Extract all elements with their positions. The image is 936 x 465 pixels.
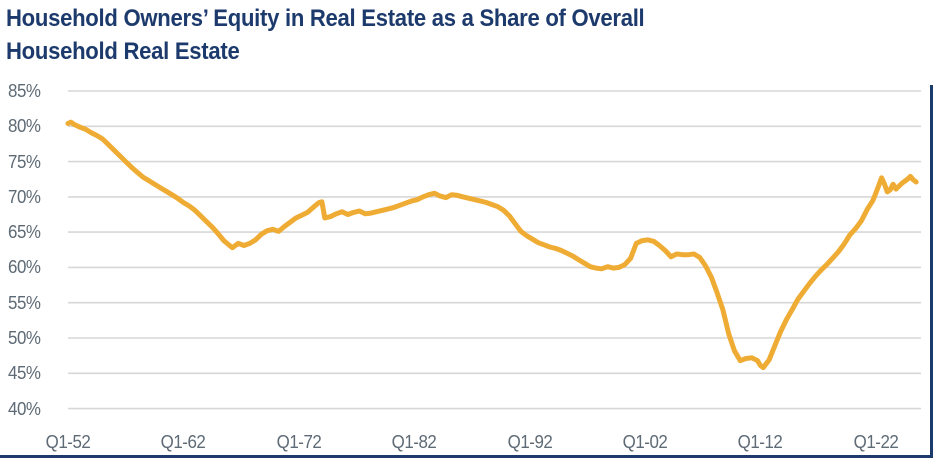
x-axis-tick-label: Q1-72 <box>276 432 322 452</box>
y-axis-tick-label: 75% <box>8 152 41 172</box>
chart-title: Household Owners’ Equity in Real Estate … <box>6 2 806 68</box>
x-axis-tick-label: Q1-82 <box>391 432 437 452</box>
bottom-border-rule <box>0 455 933 458</box>
y-axis-tick-label: 80% <box>8 116 41 136</box>
x-axis-tick-label: Q1-52 <box>45 432 91 452</box>
x-axis-tick-label: Q1-62 <box>160 432 206 452</box>
y-axis-tick-label: 45% <box>8 363 41 383</box>
chart-title-line2: Household Real Estate <box>6 38 240 65</box>
y-axis-tick-label: 65% <box>8 222 41 242</box>
y-axis-tick-label: 50% <box>8 328 41 348</box>
right-border-rule <box>930 85 933 458</box>
equity-share-line <box>65 119 919 371</box>
y-axis-tick-label: 60% <box>8 257 41 277</box>
y-axis-tick-label: 85% <box>8 81 41 101</box>
x-axis-tick-label: Q1-02 <box>622 432 668 452</box>
y-axis-tick-label: 40% <box>8 399 41 419</box>
y-axis-tick-label: 70% <box>8 187 41 207</box>
x-axis-tick-label: Q1-22 <box>853 432 899 452</box>
chart-title-line1: Household Owners’ Equity in Real Estate … <box>6 5 645 32</box>
x-axis-tick-label: Q1-12 <box>737 432 783 452</box>
y-axis-tick-label: 55% <box>8 293 41 313</box>
x-axis-tick-label: Q1-92 <box>507 432 553 452</box>
